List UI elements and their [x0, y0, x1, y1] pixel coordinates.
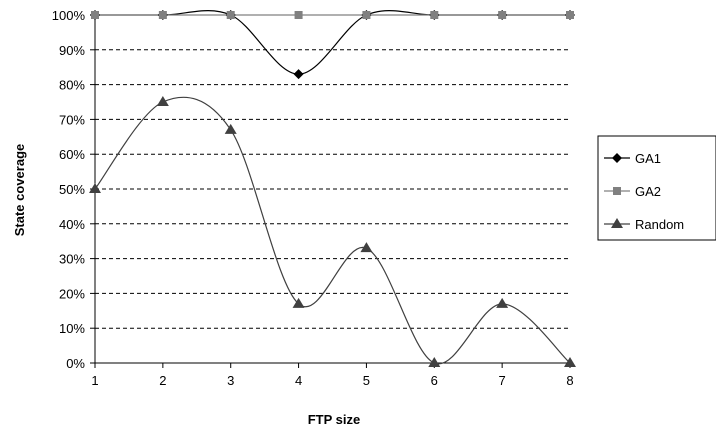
series-line-ga1	[95, 10, 570, 75]
y-tick-label: 40%	[59, 217, 85, 232]
y-tick-label: 80%	[59, 78, 85, 93]
data-point-ga1	[293, 69, 304, 80]
x-tick-label: 2	[159, 373, 166, 388]
y-tick-label: 10%	[59, 321, 85, 336]
legend-label-ga2: GA2	[635, 184, 661, 199]
legend-marker-ga1	[612, 153, 622, 163]
legend-marker-ga2	[613, 187, 621, 195]
legend-label-random: Random	[635, 217, 684, 232]
y-tick-label: 50%	[59, 182, 85, 197]
legend-label-ga1: GA1	[635, 151, 661, 166]
data-point-random	[156, 96, 169, 106]
y-tick-label: 70%	[59, 112, 85, 127]
x-tick-label: 3	[227, 373, 234, 388]
tick-labels: 0% 10% 20% 30% 40% 50% 60% 70% 80% 90% 100% 1 2 3 4 5 6 7…	[52, 8, 574, 388]
data-point-ga2	[91, 11, 99, 19]
data-point-ga2	[226, 11, 235, 19]
data-point-random	[224, 123, 237, 134]
series-lines	[94, 10, 571, 365]
legend: GA1 GA2 Random	[597, 135, 716, 241]
data-point-ga2	[566, 11, 574, 19]
axes	[90, 14, 571, 368]
data-point-random	[360, 242, 373, 253]
x-tick-label: 6	[431, 373, 438, 388]
data-point-ga2	[498, 11, 507, 19]
series-markers	[89, 10, 576, 367]
y-tick-label: 90%	[59, 43, 85, 58]
x-tick-label: 8	[566, 373, 573, 388]
x-tick-label: 4	[295, 373, 302, 388]
data-point-ga2	[158, 11, 167, 19]
legend-marker-random	[611, 218, 623, 228]
y-axis-title: State coverage	[12, 144, 27, 237]
x-axis-title: FTP size	[308, 412, 361, 427]
x-tick-label: 1	[91, 373, 98, 388]
y-tick-label: 0%	[66, 356, 85, 371]
data-point-ga2	[430, 11, 439, 19]
x-tick-label: 5	[363, 373, 370, 388]
data-point-ga2	[294, 11, 303, 19]
y-tick-label: 20%	[59, 286, 85, 301]
y-tick-label: 60%	[59, 147, 85, 162]
data-point-random	[292, 297, 305, 308]
data-point-ga2	[362, 11, 371, 19]
data-point-random	[428, 357, 441, 367]
data-point-random	[564, 357, 576, 367]
data-point-random	[496, 297, 509, 308]
x-tick-label: 7	[499, 373, 506, 388]
series-line-random	[94, 96, 571, 365]
y-tick-label: 100%	[52, 8, 86, 23]
y-tick-label: 30%	[59, 252, 85, 267]
gridlines	[95, 49, 570, 329]
data-point-random	[89, 183, 101, 193]
